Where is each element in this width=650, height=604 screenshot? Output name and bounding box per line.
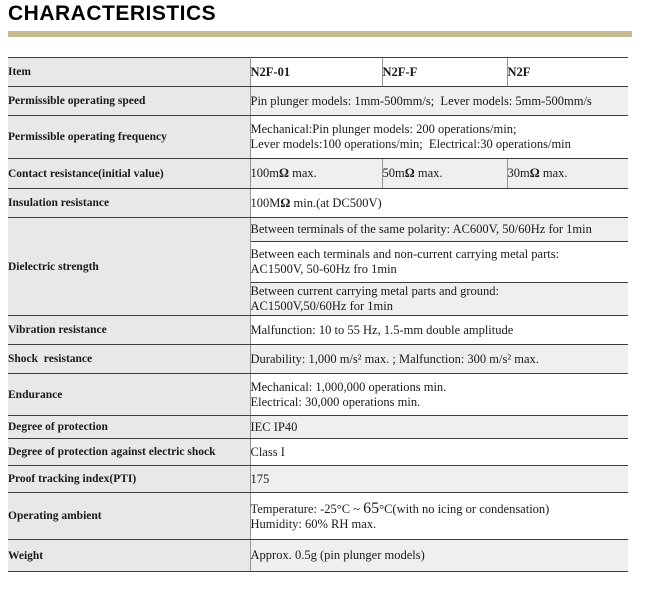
row-insulation-resistance: Insulation resistance 100MΩ min.(at DC50…: [8, 188, 628, 218]
dielectric-sub2-line-2: AC1500V, 50-60Hz fro 1min: [250, 262, 397, 276]
value-dielectric-sub1: Between terminals of the same polarity: …: [250, 217, 628, 242]
label-degree-of-protection-electric-shock: Degree of protection against electric sh…: [8, 438, 251, 466]
value-dielectric-sub2: Between each terminals and non-current c…: [250, 241, 628, 283]
row-dielectric-sub2: Between each terminals and non-current c…: [8, 241, 628, 283]
accent-bar: [8, 31, 632, 37]
page-title: CHARACTERISTICS: [8, 2, 217, 25]
row-degree-of-protection: Degree of protection IEC IP40: [8, 415, 628, 439]
row-operating-ambient: Operating ambient Temperature: -25°C ~ 6…: [8, 492, 628, 540]
label-proof-tracking-index: Proof tracking index(PTI): [8, 465, 251, 493]
label-vibration-resistance: Vibration resistance: [8, 315, 251, 345]
header-n2f: N2F: [506, 57, 628, 87]
header-row: Item N2F-01 N2F-F N2F: [8, 57, 628, 87]
frequency-line-2: Lever models:100 operations/min; Electri…: [250, 137, 571, 151]
value-insulation-resistance: 100MΩ min.(at DC500V): [250, 188, 628, 218]
dielectric-sub3-line-1: Between current carrying metal parts and…: [250, 284, 500, 298]
label-dielectric-strength: Dielectric strength: [8, 217, 251, 316]
label-degree-of-protection: Degree of protection: [8, 415, 251, 439]
value-contact-resistance-n2f: 30mΩ max.: [506, 158, 628, 189]
value-permissible-operating-speed: Pin plunger models: 1mm-500mm/s; Lever m…: [250, 86, 628, 116]
ambient-humidity-line: Humidity: 60% RH max.: [250, 516, 377, 531]
value-permissible-operating-frequency: Mechanical:Pin plunger models: 200 opera…: [250, 115, 628, 159]
value-degree-of-protection: IEC IP40: [250, 415, 628, 439]
header-item: Item: [8, 57, 251, 87]
value-endurance: Mechanical: 1,000,000 operations min. Ele…: [250, 373, 628, 416]
value-operating-ambient: Temperature: -25°C ~ 65°C(with no icing …: [250, 492, 628, 540]
label-insulation-resistance: Insulation resistance: [8, 188, 251, 218]
label-endurance: Endurance: [8, 373, 251, 416]
characteristics-table: Item N2F-01 N2F-F N2F Permissible operat…: [8, 57, 628, 572]
header-n2f-01: N2F-01: [250, 57, 382, 87]
value-vibration-resistance: Malfunction: 10 to 55 Hz, 1.5-mm double …: [250, 315, 628, 345]
row-permissible-operating-speed: Permissible operating speed Pin plunger …: [8, 86, 628, 116]
ambient-temp-max: 65: [363, 499, 380, 517]
header-n2f-f: N2F-F: [381, 57, 507, 87]
dielectric-sub3-line-2: AC1500V,50/60Hz for 1min: [250, 299, 393, 313]
label-weight: Weight: [8, 539, 251, 572]
frequency-line-1: Mechanical:Pin plunger models: 200 opera…: [250, 122, 517, 136]
row-vibration-resistance: Vibration resistance Malfunction: 10 to …: [8, 315, 628, 345]
endurance-line-2: Electrical: 30,000 operations min.: [250, 394, 421, 409]
endurance-line-1: Mechanical: 1,000,000 operations min.: [250, 379, 447, 394]
row-permissible-operating-frequency: Permissible operating frequency Mechanic…: [8, 115, 628, 159]
row-proof-tracking-index: Proof tracking index(PTI) 175: [8, 465, 628, 493]
row-dielectric-strength: Dielectric strength Between terminals of…: [8, 217, 628, 316]
row-endurance: Endurance Mechanical: 1,000,000 operatio…: [8, 373, 628, 416]
value-degree-of-protection-electric-shock: Class I: [250, 438, 628, 466]
label-contact-resistance: Contact resistance(initial value): [8, 158, 251, 189]
row-degree-of-protection-electric-shock: Degree of protection against electric sh…: [8, 438, 628, 466]
value-contact-resistance-n2f-01: 100mΩ max.: [250, 158, 382, 189]
label-permissible-operating-speed: Permissible operating speed: [8, 86, 251, 116]
value-shock-resistance: Durability: 1,000 m/s² max. ; Malfunctio…: [250, 344, 628, 374]
dielectric-sub2-line-1: Between each terminals and non-current c…: [250, 247, 560, 261]
value-dielectric-sub3: Between current carrying metal parts and…: [250, 282, 628, 316]
value-contact-resistance-n2f-f: 50mΩ max.: [381, 158, 507, 189]
row-contact-resistance: Contact resistance(initial value) 100mΩ …: [8, 158, 628, 189]
row-shock-resistance: Shock resistance Durability: 1,000 m/s² …: [8, 344, 628, 374]
label-permissible-operating-frequency: Permissible operating frequency: [8, 115, 251, 159]
value-proof-tracking-index: 175: [250, 465, 628, 493]
ambient-temperature-line: Temperature: -25°C ~ 65°C(with no icing …: [250, 499, 550, 517]
label-operating-ambient: Operating ambient: [8, 492, 251, 540]
row-weight: Weight Approx. 0.5g (pin plunger models): [8, 539, 628, 572]
label-shock-resistance: Shock resistance: [8, 344, 251, 374]
value-weight: Approx. 0.5g (pin plunger models): [250, 539, 628, 572]
